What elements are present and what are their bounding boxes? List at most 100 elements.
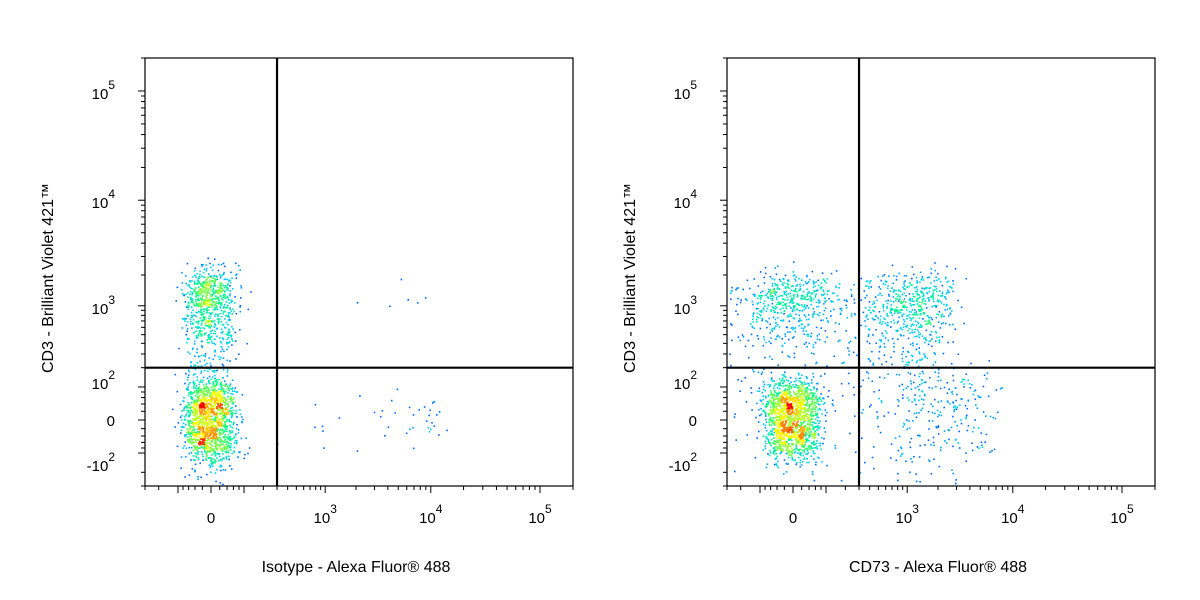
data-point: [903, 313, 905, 315]
data-point: [811, 382, 813, 384]
data-point: [220, 469, 222, 472]
data-point: [802, 330, 805, 332]
data-point: [780, 422, 783, 424]
data-point: [806, 377, 809, 379]
data-point: [214, 384, 216, 387]
data-point: [771, 295, 774, 297]
data-point: [898, 316, 900, 319]
data-point: [798, 438, 800, 441]
data-point: [826, 336, 828, 338]
data-point: [194, 470, 196, 473]
data-point: [797, 399, 800, 402]
data-point: [216, 421, 218, 423]
data-point: [211, 410, 213, 413]
data-point: [214, 452, 217, 455]
data-point: [919, 296, 921, 298]
data-point: [824, 297, 826, 299]
data-point: [786, 432, 788, 435]
data-point: [222, 407, 224, 410]
data-point: [770, 444, 772, 447]
data-point: [205, 452, 207, 454]
data-point: [187, 406, 189, 409]
data-point: [190, 314, 193, 317]
data-point: [827, 321, 830, 324]
data-point: [197, 280, 200, 282]
data-point: [810, 404, 812, 406]
data-point: [219, 413, 221, 415]
data-point: [765, 421, 768, 424]
data-point: [823, 303, 825, 305]
data-point: [229, 446, 232, 449]
data-point: [763, 336, 765, 338]
data-point: [845, 299, 848, 301]
data-point: [930, 331, 933, 333]
data-point: [210, 394, 213, 397]
data-point: [229, 432, 232, 434]
data-point: [208, 421, 211, 423]
data-point: [796, 302, 799, 305]
data-point: [788, 429, 791, 431]
data-point: [210, 336, 212, 338]
data-point: [806, 288, 808, 290]
data-point: [902, 394, 904, 396]
data-point: [878, 357, 880, 360]
data-point: [784, 444, 787, 446]
data-point: [741, 334, 744, 336]
data-point: [194, 399, 197, 402]
data-point: [783, 459, 786, 461]
data-point: [801, 432, 804, 435]
data-point: [779, 303, 782, 305]
data-point: [787, 431, 789, 433]
data-point: [814, 341, 817, 344]
data-point: [394, 412, 396, 414]
data-point: [774, 422, 777, 425]
data-point: [207, 390, 210, 393]
data-point: [214, 278, 216, 280]
data-point: [215, 307, 217, 310]
data-point: [818, 397, 820, 400]
data-point: [204, 388, 206, 390]
data-point: [200, 288, 202, 290]
data-point: [203, 317, 205, 319]
data-point: [211, 461, 214, 463]
data-point: [909, 441, 911, 444]
data-point: [830, 272, 833, 275]
data-point: [214, 404, 216, 406]
data-point: [952, 379, 955, 382]
data-point: [210, 298, 213, 300]
data-point: [787, 417, 789, 420]
data-point: [200, 311, 202, 313]
data-point: [783, 436, 785, 438]
data-point: [209, 362, 212, 365]
data-point: [793, 411, 795, 414]
data-point: [892, 291, 895, 293]
data-point: [775, 392, 778, 395]
data-point: [207, 257, 209, 259]
data-point: [224, 448, 227, 450]
data-point: [190, 361, 192, 363]
data-point: [812, 313, 814, 315]
data-point: [763, 338, 766, 341]
data-point: [809, 392, 812, 394]
data-point: [773, 421, 776, 423]
data-point: [809, 405, 812, 407]
data-point: [791, 406, 793, 408]
data-point: [780, 437, 783, 440]
data-point: [774, 318, 777, 321]
data-point: [229, 410, 231, 412]
data-point: [224, 420, 226, 423]
data-point: [227, 445, 230, 448]
data-point: [210, 429, 213, 431]
data-point: [796, 395, 799, 398]
data-point: [235, 409, 238, 412]
data-point: [769, 450, 771, 452]
data-point: [227, 369, 229, 371]
data-point: [782, 394, 785, 396]
data-point: [222, 431, 225, 434]
data-point: [909, 446, 912, 449]
data-point: [219, 436, 221, 439]
data-point: [762, 368, 765, 370]
data-point: [239, 269, 241, 271]
data-point: [801, 418, 803, 421]
data-point: [782, 411, 785, 413]
